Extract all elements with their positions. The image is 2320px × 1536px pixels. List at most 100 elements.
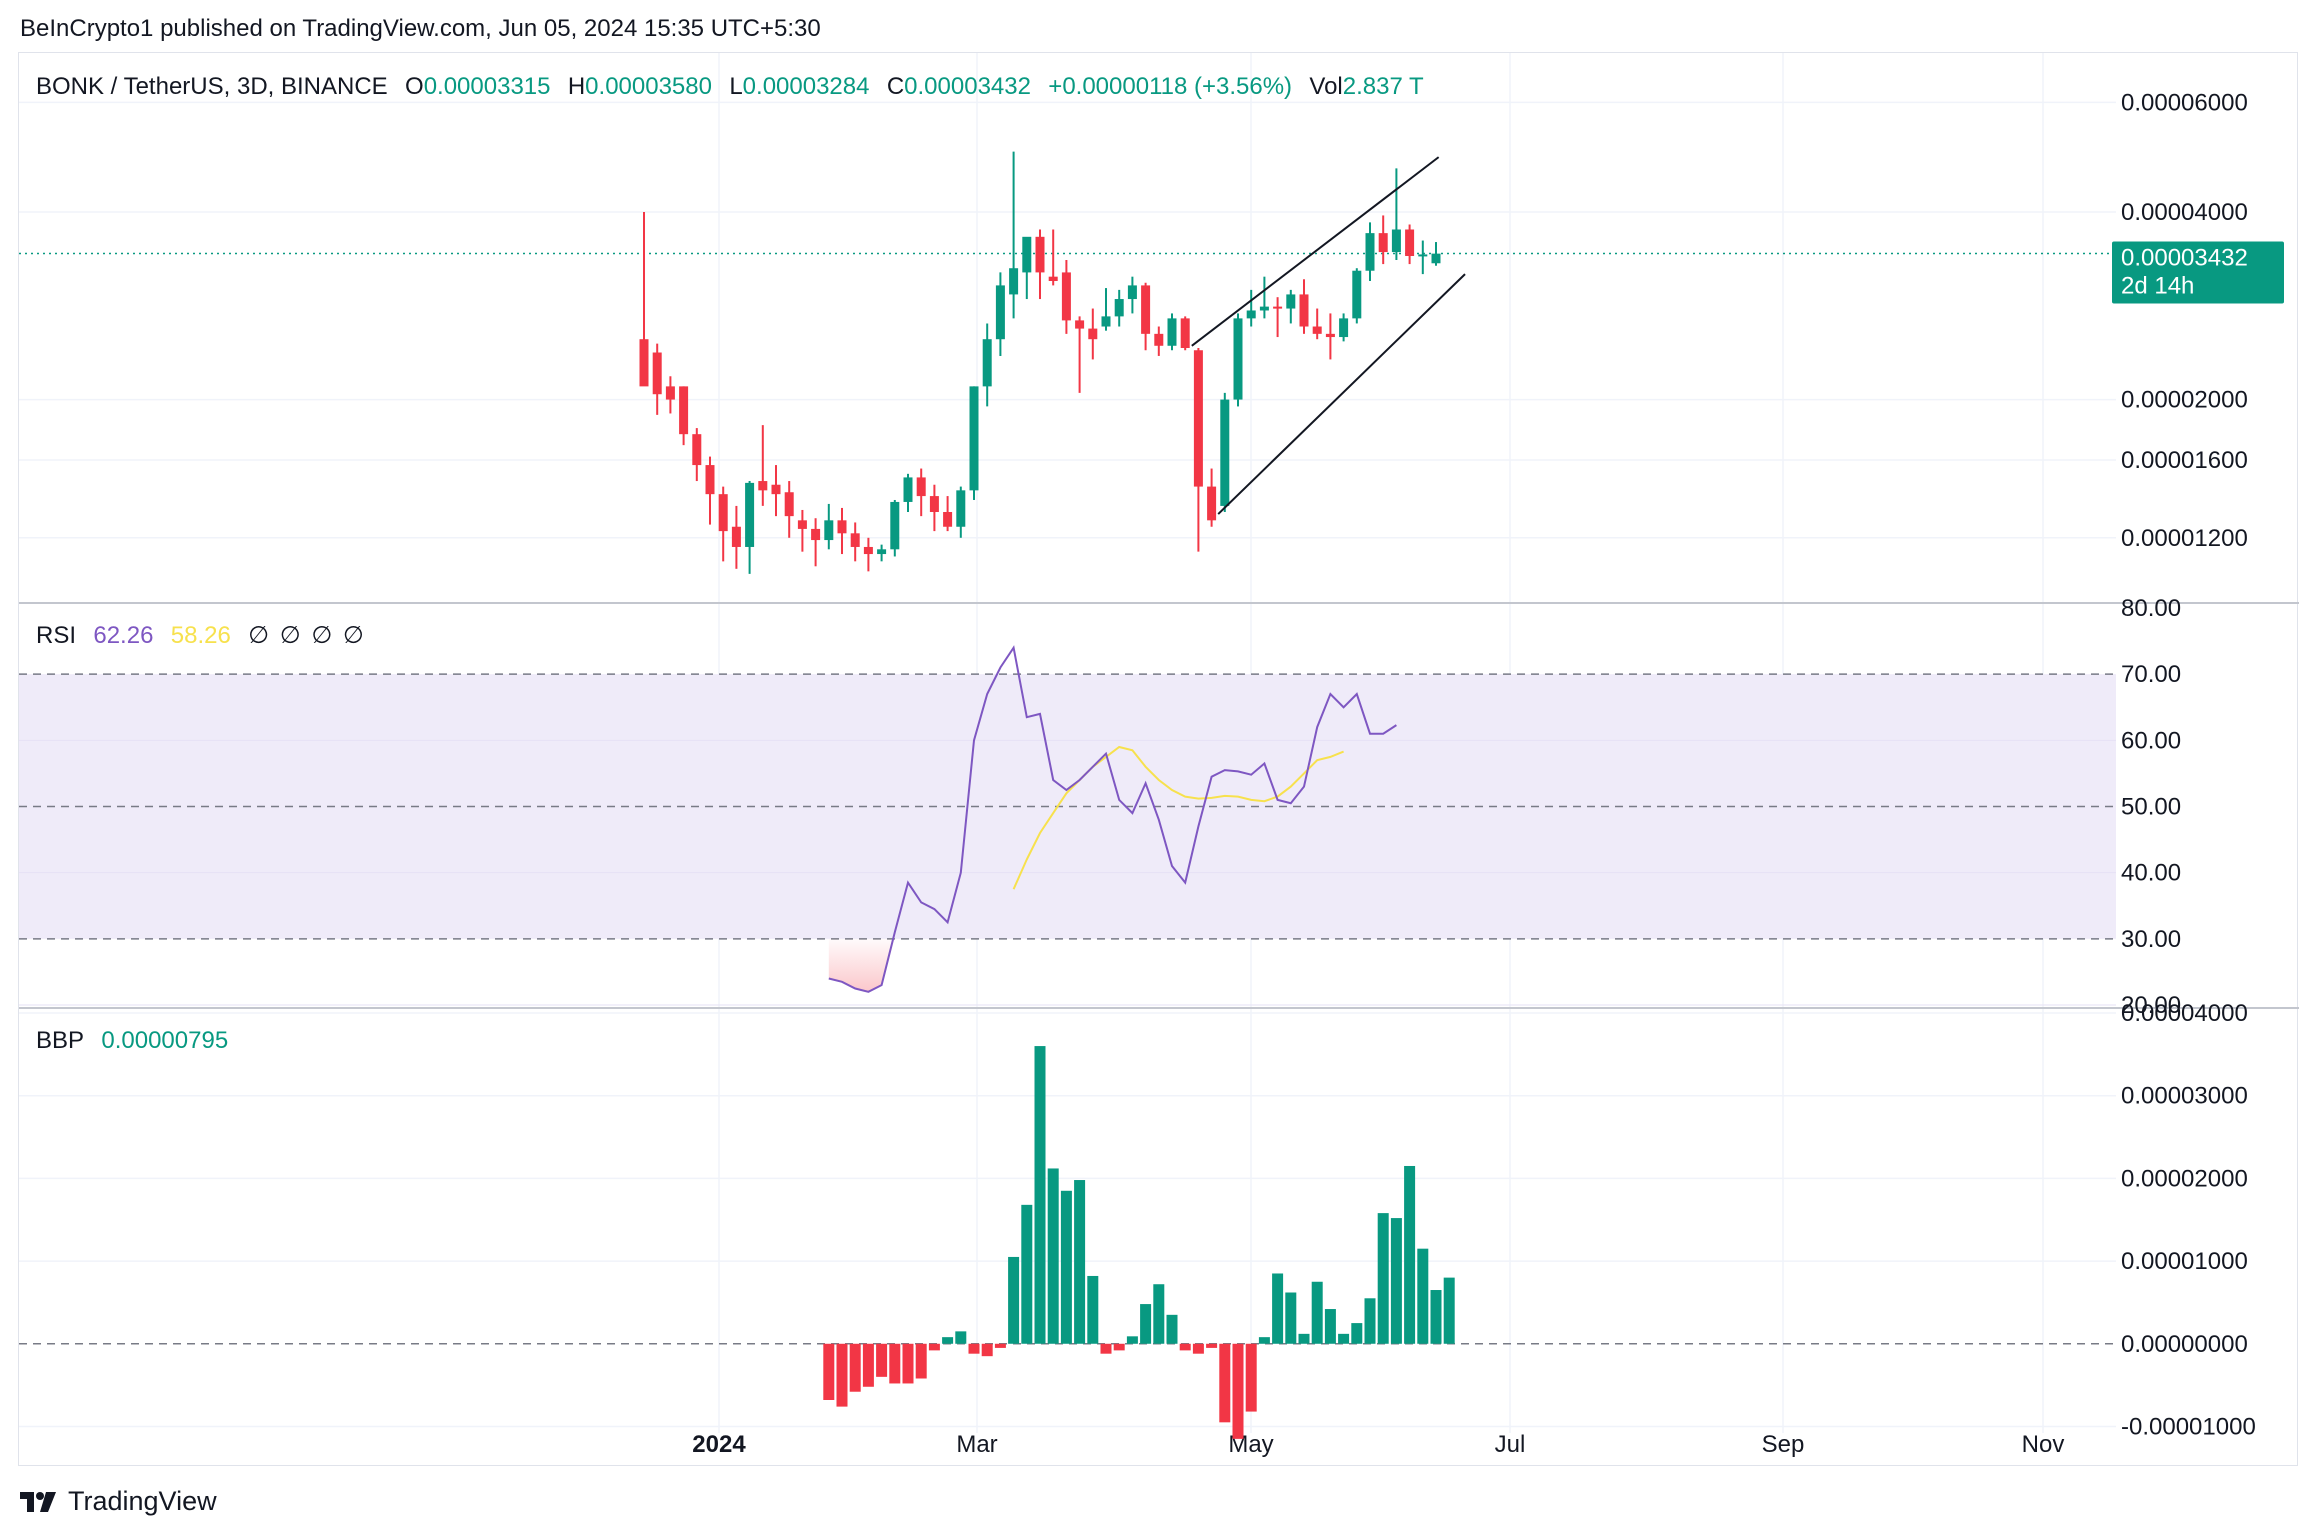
rsi-axis-label: 80.00 — [2121, 595, 2181, 622]
bbp-bar — [1192, 1343, 1204, 1354]
price-axis-label: 0.00002000 — [2121, 387, 2248, 414]
price-legend: BONK / TetherUS, 3D, BINANCE O0.00003315… — [36, 73, 1428, 101]
symbol-label[interactable]: BONK / TetherUS, 3D, BINANCE — [36, 73, 388, 100]
candle-body — [1418, 254, 1428, 257]
bbp-bar — [1206, 1343, 1218, 1348]
candle-body — [1035, 236, 1045, 273]
bbp-bar — [942, 1337, 954, 1344]
candle-body — [1339, 318, 1349, 338]
candle-body — [1220, 399, 1230, 506]
candle-body — [1391, 229, 1401, 253]
rsi-axis-label: 30.00 — [2121, 926, 2181, 953]
na-value-3: ∅ — [311, 622, 333, 649]
bbp-axis-label: 0.00002000 — [2121, 1165, 2248, 1192]
candle-body — [679, 386, 689, 435]
bbp-bar — [1351, 1323, 1363, 1344]
price-axis-label: 0.00001200 — [2121, 525, 2248, 552]
bbp-bar — [1430, 1290, 1442, 1344]
rsi-axis-label: 50.00 — [2121, 794, 2181, 821]
price-axis-label: 0.00004000 — [2121, 199, 2248, 226]
candle-body — [771, 484, 781, 495]
candle-body — [956, 490, 966, 527]
candle-body — [639, 339, 649, 387]
candle-body — [890, 501, 900, 550]
bbp-bar — [915, 1343, 927, 1379]
bbp-bar — [1404, 1165, 1416, 1344]
last-price-tag — [2112, 241, 2284, 304]
bbp-bar — [1390, 1218, 1402, 1344]
bbp-bar — [1298, 1333, 1310, 1344]
candle-body — [1233, 318, 1243, 400]
candle-body — [916, 477, 926, 497]
rsi-oversold-fill — [828, 938, 895, 992]
bbp-bar — [1338, 1333, 1350, 1344]
candle-body — [1141, 285, 1151, 334]
bbp-bar — [1034, 1046, 1046, 1344]
candle-body — [1009, 268, 1019, 295]
candle-body — [1022, 236, 1032, 273]
bbp-label[interactable]: BBP — [36, 1027, 85, 1054]
bbp-bar — [1417, 1248, 1429, 1344]
chart-frame[interactable]: 2024 Mar May Jul Sep Nov 0.00006000 0.00004000 0… — [18, 52, 2299, 1467]
candle-body — [1312, 326, 1322, 334]
bbp-bar — [1179, 1343, 1191, 1351]
bbp-bar — [849, 1343, 861, 1392]
bbp-axis-label: 0.00003000 — [2121, 1083, 2248, 1110]
chart-canvas[interactable]: 2024 Mar May Jul Sep Nov0.000060000.000040000… — [19, 53, 2299, 1467]
rsi-label[interactable]: RSI — [36, 622, 77, 649]
candle-body — [1180, 318, 1190, 349]
bbp-axis-label: 0.00000000 — [2121, 1331, 2248, 1358]
candle-body — [1365, 233, 1375, 271]
candle-body — [863, 546, 873, 555]
x-tick-label: Sep — [1762, 1431, 1805, 1458]
rsi-axis-label: 20.00 — [2121, 992, 2181, 1019]
candle-body — [1075, 320, 1085, 329]
x-tick-label: Jul — [1495, 1431, 1526, 1458]
tradingview-logo-icon — [20, 1491, 56, 1512]
rsi-legend: RSI 62.26 58.26 ∅ ∅ ∅ ∅ — [36, 621, 368, 650]
bbp-bar — [1258, 1337, 1270, 1344]
x-tick-label: Nov — [2022, 1431, 2065, 1458]
candle-body — [837, 520, 847, 534]
candle-body — [1101, 316, 1111, 327]
bbp-bar — [1443, 1277, 1455, 1344]
candle-body — [1299, 294, 1309, 327]
tradingview-logo[interactable]: TradingView — [20, 1486, 217, 1517]
candle-body — [995, 285, 1005, 340]
na-value-1: ∅ — [248, 622, 270, 649]
candle-body — [969, 386, 979, 491]
last-price-tag-countdown: 2d 14h — [2121, 272, 2194, 299]
na-value-2: ∅ — [279, 622, 301, 649]
candle-body — [1127, 285, 1137, 300]
bbp-bar — [1126, 1336, 1138, 1344]
bbp-bar — [1272, 1273, 1284, 1344]
bbp-bar — [836, 1343, 848, 1407]
candle-body — [929, 496, 939, 513]
candle-body — [718, 494, 728, 532]
na-value-4: ∅ — [342, 622, 364, 649]
candle-body — [943, 512, 953, 527]
bbp-bar — [1232, 1343, 1244, 1439]
bbp-value: 0.00000795 — [101, 1027, 229, 1054]
open-value: 0.00003315 — [423, 73, 551, 100]
channel-trendline — [1217, 273, 1466, 515]
rsi-value: 62.26 — [93, 622, 154, 649]
bbp-bar — [1060, 1190, 1072, 1344]
bbp-bar — [1047, 1168, 1059, 1344]
candle-body — [1325, 333, 1335, 338]
candle-body — [665, 386, 675, 400]
bbp-bar — [1153, 1284, 1165, 1344]
candle-body — [811, 528, 821, 541]
bbp-bar — [1219, 1343, 1231, 1423]
candle-body — [824, 520, 834, 541]
price-axis-label: 0.00006000 — [2121, 89, 2248, 116]
candle-body — [1352, 270, 1362, 319]
candle-body — [877, 549, 887, 555]
channel-trendline — [1191, 156, 1440, 347]
rsi-axis-label: 70.00 — [2121, 661, 2181, 688]
bbp-axis-label: 0.00004000 — [2121, 1000, 2248, 1027]
bbp-bar — [1100, 1343, 1112, 1354]
tradingview-brand-text: TradingView — [68, 1486, 217, 1516]
bbp-bar — [1008, 1256, 1020, 1344]
rsi-line — [828, 645, 1397, 993]
